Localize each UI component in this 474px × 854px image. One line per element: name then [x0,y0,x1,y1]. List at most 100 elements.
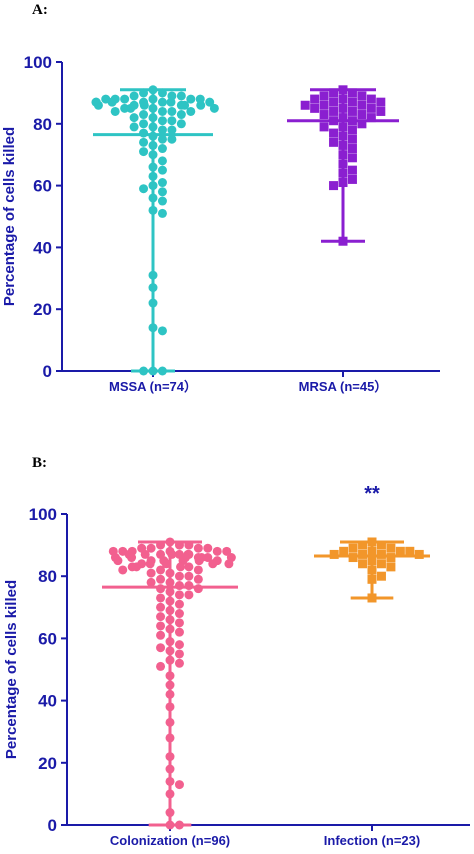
data-point [329,128,339,138]
data-point [347,106,357,116]
data-point [347,88,357,98]
data-point [156,602,166,612]
data-point [148,283,158,293]
data-point [156,584,166,594]
data-point [156,593,166,603]
data-point [405,546,415,556]
x-category-label: Infection (n=23) [324,833,420,848]
data-point [148,205,158,215]
data-point [167,134,177,144]
data-point [156,540,166,550]
data-point [203,553,213,563]
data-point [338,85,348,95]
data-point [184,571,194,581]
data-point [310,103,320,113]
data-point [176,119,186,129]
data-point [145,559,155,569]
data-point [167,549,177,559]
data-point [148,323,158,333]
data-point [174,640,184,650]
y-tick-label: 80 [38,567,57,586]
data-point [193,565,203,575]
panel-label: B: [32,455,47,471]
data-point [174,658,184,668]
data-point [367,537,377,547]
data-point [165,646,175,656]
y-tick-label: 20 [33,300,52,319]
data-point [146,568,156,578]
data-point [157,187,167,197]
data-point [193,543,203,553]
data-point [156,565,166,575]
data-point [338,94,348,104]
data-point [357,110,367,120]
data-point [157,165,167,175]
data-point [165,820,175,830]
data-point [174,590,184,600]
data-point [347,153,357,163]
data-point [132,562,142,572]
data-point [139,366,149,376]
data-point [338,178,348,188]
data-point [157,178,167,188]
data-point [148,94,158,104]
y-tick-label: 60 [38,629,57,648]
data-point [186,94,196,104]
data-point [93,100,103,110]
data-point [165,671,175,681]
data-point [205,97,215,107]
data-point [212,546,222,556]
data-point [120,94,130,104]
data-point [113,556,123,566]
data-point [367,556,377,566]
data-point [193,574,203,584]
data-point [367,546,377,556]
data-point [186,106,196,116]
data-point [157,134,167,144]
data-point [338,236,348,246]
data-point [166,97,176,107]
data-point [193,584,203,594]
y-tick-label: 20 [38,754,57,773]
data-point [157,88,167,98]
data-point [338,131,348,141]
data-point [148,113,158,123]
data-point [165,596,175,606]
data-point [139,128,149,138]
data-point [165,680,175,690]
data-point [180,100,190,110]
data-point [139,184,149,194]
data-point [167,125,177,135]
y-tick-label: 60 [33,177,52,196]
data-point [126,103,136,113]
data-point [224,559,234,569]
data-point [157,116,167,126]
data-point [148,122,158,132]
data-point [156,661,166,671]
data-point [348,553,358,563]
y-tick-label: 100 [24,53,52,72]
x-category-label: MRSA (n=45） [299,379,388,394]
data-point [156,643,166,653]
data-point [386,562,396,572]
chart-panel-b: B: 0 20 40 60 80 100 Percentage of cells killed… [0,427,474,854]
data-point [148,298,158,308]
data-point [194,556,204,566]
data-point [165,587,175,597]
y-tick-label: 0 [43,362,52,381]
data-point [196,100,206,110]
data-point [148,181,158,191]
data-point [386,543,396,553]
data-point [157,125,167,135]
data-point [338,159,348,169]
chart-panel-a: A: 0 20 40 60 80 100 Percentage of cells killed… [0,0,474,420]
data-point [148,140,158,150]
x-category-label: Colonization (n=96) [110,833,230,848]
data-point [176,110,186,120]
data-point [319,91,329,101]
data-point [157,97,167,107]
data-point [129,113,139,123]
data-point [165,733,175,743]
data-point [165,537,175,547]
data-point [157,144,167,154]
